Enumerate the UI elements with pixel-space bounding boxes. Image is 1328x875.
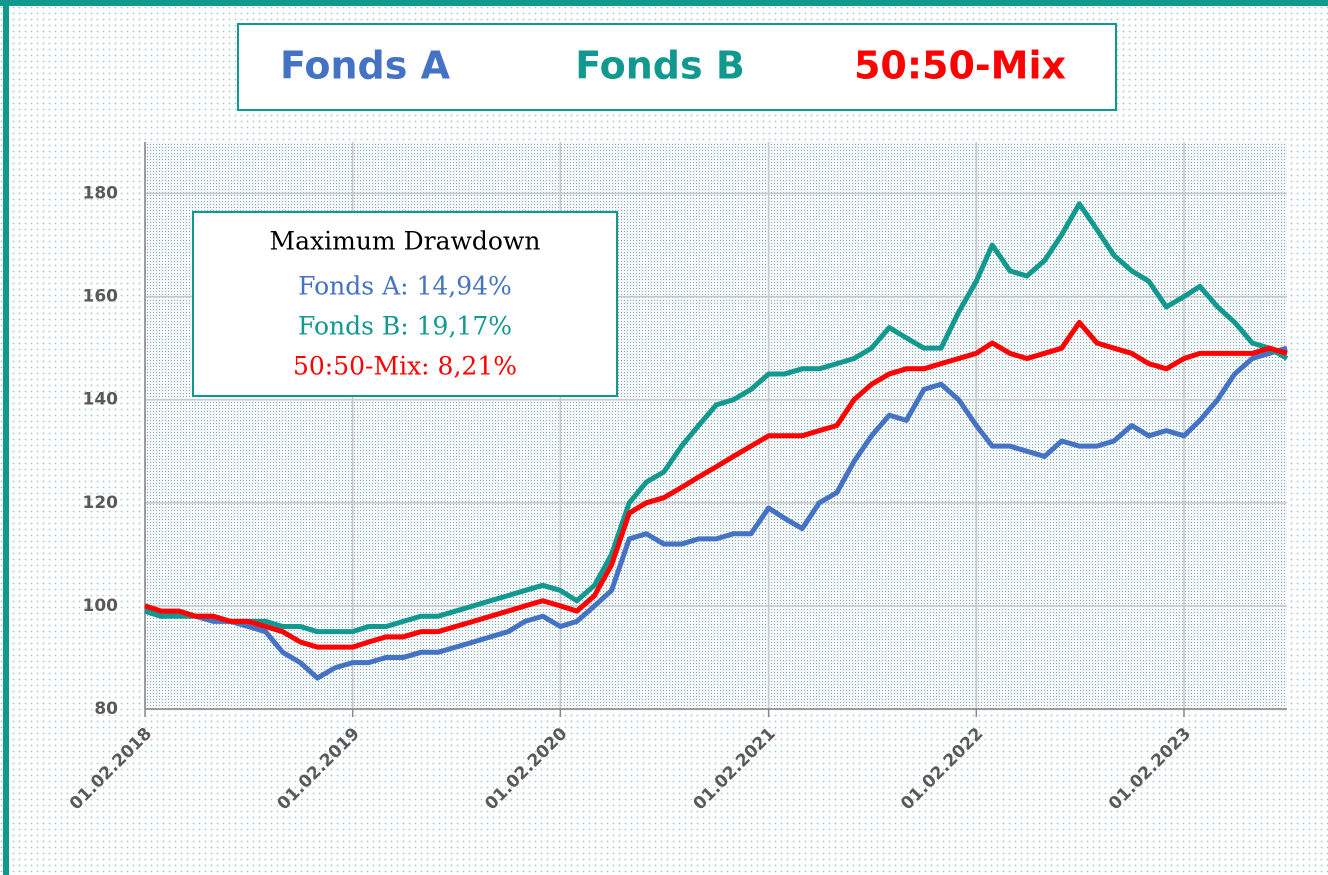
legend-entry: Fonds B [575, 44, 745, 88]
legend-box [237, 23, 1117, 111]
series-line [144, 319, 1288, 650]
y-tick-label: 160 [83, 287, 119, 307]
legend-entry: 50:50-Mix [854, 44, 1066, 88]
annotation-line: Fonds A: 14,94% [298, 272, 512, 301]
legend-entry: Fonds A [280, 44, 451, 88]
annotation-line: Fonds B: 19,17% [298, 312, 512, 341]
series-line [144, 201, 1289, 635]
y-tick-label: 80 [94, 699, 118, 719]
y-tick-label: 100 [83, 596, 119, 616]
annotation-box [192, 211, 618, 397]
y-tick-label: 120 [83, 493, 119, 513]
annotation-title: Maximum Drawdown [270, 227, 541, 256]
series-line [144, 345, 1288, 681]
y-tick-label: 180 [83, 184, 119, 204]
annotation-line: 50:50-Mix: 8,21% [293, 352, 517, 381]
y-tick-label: 140 [83, 390, 119, 410]
